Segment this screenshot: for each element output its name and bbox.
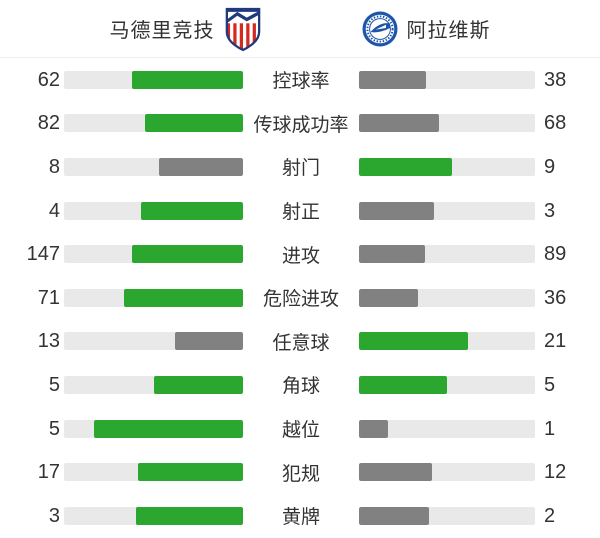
stat-row: 4 射正 3: [0, 189, 592, 233]
home-bar: [64, 201, 243, 220]
home-bar: [64, 288, 243, 307]
stat-row: 5 越位 1: [0, 407, 592, 451]
stat-label: 越位: [281, 420, 320, 442]
away-bar-fill: [359, 201, 435, 220]
home-bar: [64, 157, 243, 176]
away-value: 36: [544, 286, 567, 309]
home-value: 62: [37, 68, 60, 91]
home-value: 82: [37, 112, 60, 135]
match-header: 马德里竞技: [0, 0, 600, 58]
away-value: 5: [544, 373, 556, 396]
stat-row: 62 控球率 38: [0, 58, 592, 102]
stat-row: 82 传球成功率 68: [0, 102, 592, 146]
home-bar: [64, 419, 243, 438]
home-value: 147: [26, 243, 60, 266]
away-bar: [359, 375, 535, 394]
away-bar-fill: [359, 157, 453, 176]
home-bar: [64, 463, 243, 482]
away-value: 9: [544, 155, 556, 178]
stat-label: 任意球: [272, 332, 330, 354]
away-bar: [359, 70, 535, 89]
stat-label: 危险进攻: [262, 289, 339, 311]
away-bar-fill: [359, 375, 447, 394]
away-value: 68: [544, 112, 567, 135]
home-bar-fill: [158, 157, 243, 176]
away-team-name: 阿拉维斯: [406, 20, 491, 42]
home-bar-fill: [93, 419, 243, 438]
away-value: 12: [544, 461, 567, 484]
stat-label: 射正: [281, 202, 320, 224]
away-bar: [359, 157, 535, 176]
home-bar-fill: [138, 463, 243, 482]
away-bar-fill: [359, 463, 432, 482]
away-bar: [359, 201, 535, 220]
stat-row: 8 射门 9: [0, 145, 592, 189]
home-bar-fill: [132, 70, 243, 89]
stat-label: 犯规: [281, 463, 320, 485]
away-bar: [359, 506, 535, 525]
stat-row: 71 危险进攻 36: [0, 276, 592, 320]
away-value: 3: [544, 199, 556, 222]
away-value: 21: [544, 330, 567, 353]
away-bar-fill: [359, 506, 430, 525]
home-value: 4: [48, 199, 60, 222]
away-bar: [359, 114, 535, 133]
stat-row: 3 黄牌 2: [0, 494, 592, 538]
away-value: 1: [544, 417, 556, 440]
away-bar-fill: [359, 332, 468, 351]
stat-label: 角球: [281, 376, 320, 398]
atletico-madrid-crest-icon: [225, 7, 260, 51]
home-bar: [64, 375, 243, 394]
away-bar-fill: [359, 114, 439, 133]
stat-label: 黄牌: [281, 507, 320, 529]
home-value: 3: [48, 504, 60, 527]
match-stats-list: 62 控球率 38 82 传球成功率 68 8 射门 9 4: [0, 58, 600, 538]
away-bar: [359, 332, 535, 351]
home-bar-fill: [135, 506, 243, 525]
home-bar-fill: [124, 288, 243, 307]
home-team: 马德里竞技: [110, 6, 262, 52]
away-bar: [359, 245, 535, 264]
away-bar-fill: [359, 70, 426, 89]
home-bar: [64, 506, 243, 525]
stat-row: 17 犯规 12: [0, 450, 592, 494]
stat-row: 13 任意球 21: [0, 320, 592, 364]
home-bar-fill: [131, 245, 243, 264]
away-bar-fill: [359, 288, 419, 307]
home-bar: [64, 114, 243, 133]
home-value: 5: [48, 417, 60, 440]
alaves-crest-icon: [362, 11, 397, 46]
away-value: 89: [544, 243, 567, 266]
away-bar-fill: [359, 245, 426, 264]
away-value: 38: [544, 68, 567, 91]
home-value: 13: [37, 330, 60, 353]
home-value: 17: [37, 461, 60, 484]
home-team-name: 马德里竞技: [109, 20, 215, 42]
home-bar-fill: [140, 201, 243, 220]
home-bar-fill: [153, 375, 243, 394]
away-team: 阿拉维斯: [362, 11, 491, 47]
stat-label: 控球率: [272, 71, 330, 93]
away-bar: [359, 463, 535, 482]
away-bar: [359, 419, 535, 438]
stat-label: 传球成功率: [253, 114, 349, 136]
away-value: 2: [544, 504, 556, 527]
home-bar-fill: [145, 114, 243, 133]
home-value: 5: [48, 373, 60, 396]
away-bar: [359, 288, 535, 307]
stat-label: 进攻: [281, 245, 320, 267]
home-value: 71: [37, 286, 60, 309]
stat-label: 射门: [281, 158, 320, 180]
stat-row: 147 进攻 89: [0, 232, 592, 276]
home-bar: [64, 245, 243, 264]
stat-row: 5 角球 5: [0, 363, 592, 407]
home-bar: [64, 70, 243, 89]
home-bar: [64, 332, 243, 351]
home-value: 8: [48, 155, 60, 178]
home-bar-fill: [174, 332, 243, 351]
away-bar-fill: [359, 419, 389, 438]
